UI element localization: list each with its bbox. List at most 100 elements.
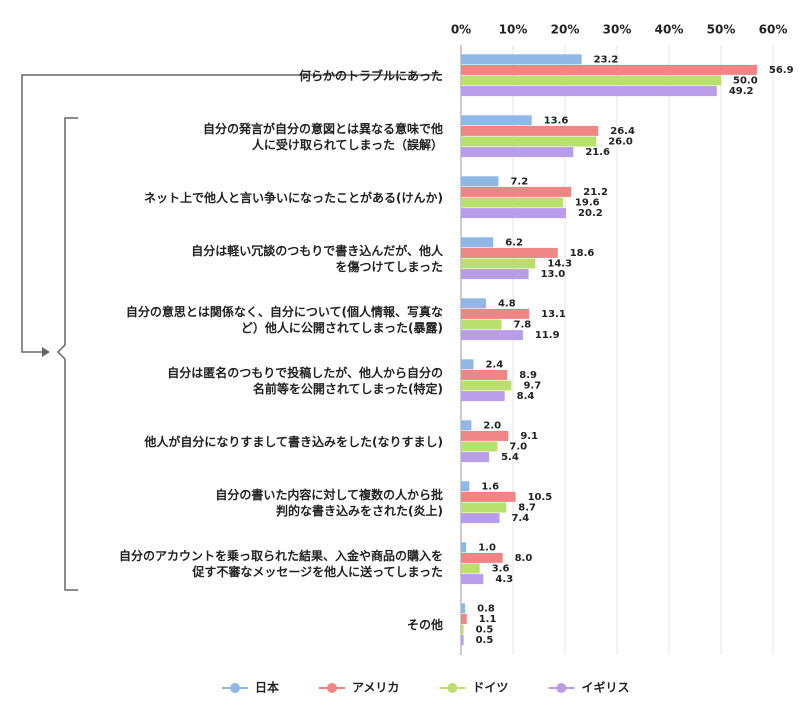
arrow-head: [42, 347, 50, 357]
value-label: 13.1: [541, 309, 566, 320]
legend-marker: [447, 683, 458, 693]
value-label: 26.0: [608, 137, 633, 148]
bar: [461, 603, 466, 614]
value-label: 9.7: [523, 381, 541, 392]
category-label: 自分の意思とは関係なく、自分について(個人情報、写真な ど）他人に公開されてしま…: [125, 304, 443, 335]
value-label: 1.0: [478, 542, 496, 553]
legend-label: アメリカ: [352, 681, 399, 695]
bar: [461, 197, 563, 208]
value-label: 5.4: [501, 452, 519, 463]
x-tick-label: 50%: [707, 23, 736, 37]
category-label: 自分の発言が自分の意図とは異なる意味で他 人に受け取られてしまった（誤解）: [202, 121, 443, 152]
value-label: 1.6: [481, 481, 499, 492]
bar: [461, 64, 757, 75]
value-label: 8.7: [518, 503, 536, 514]
category-label: その他: [406, 617, 443, 632]
value-label: 8.0: [515, 553, 533, 564]
value-label: 4.8: [498, 298, 516, 309]
bar: [461, 502, 507, 513]
value-label: 8.9: [519, 370, 537, 381]
bar: [461, 513, 500, 524]
bar: [461, 176, 499, 187]
value-label: 11.9: [535, 330, 560, 341]
bar: [461, 563, 480, 574]
bar: [461, 491, 516, 502]
value-label: 4.3: [495, 574, 513, 585]
x-tick-label: 20%: [551, 23, 580, 37]
bar: [461, 542, 467, 553]
bar: [461, 452, 490, 463]
value-label: 10.5: [528, 492, 553, 503]
value-label: 9.1: [520, 431, 538, 442]
value-label: 26.4: [610, 126, 635, 137]
bar: [461, 635, 464, 646]
legend-marker: [230, 683, 240, 693]
category-label: 自分は匿名のつもりで投稿したが、他人から自分の 名前等を公開されてしまった(特定…: [167, 365, 443, 396]
value-label: 2.0: [483, 420, 501, 431]
category-label: ネット上で他人と言い争いになったことがある(けんか): [144, 190, 443, 205]
bar: [461, 247, 558, 258]
bar: [461, 147, 574, 158]
bar: [461, 574, 484, 585]
value-label: 7.2: [510, 176, 528, 187]
legend-marker: [327, 683, 338, 693]
bar: [461, 269, 529, 280]
arrow-line: [21, 74, 440, 353]
x-tick-label: 60%: [759, 23, 788, 37]
value-label: 50.0: [733, 76, 758, 87]
x-tick-label: 0%: [451, 23, 471, 37]
category-label: 自分の書いた内容に対して複数の人から批 判的な書き込みをされた(炎上): [215, 487, 443, 518]
bar: [461, 420, 472, 431]
value-label: 56.9: [769, 65, 794, 76]
value-label: 0.8: [477, 603, 495, 614]
bar: [461, 258, 536, 269]
value-label: 7.0: [509, 442, 527, 453]
value-label: 21.6: [585, 147, 610, 158]
bar: [461, 319, 502, 330]
value-label: 21.2: [583, 187, 608, 198]
value-label: 18.6: [570, 248, 595, 259]
bar: [461, 75, 721, 86]
category-label: 自分は軽い冗談のつもりで書き込んだが、他人 を傷つけてしまった: [191, 243, 443, 274]
category-label: 他人が自分になりすまして書き込みをした(なりすまし): [144, 434, 443, 449]
value-label: 2.4: [485, 359, 503, 370]
value-label: 23.2: [594, 54, 619, 65]
bar: [461, 369, 508, 380]
value-label: 13.0: [541, 269, 566, 280]
bar: [461, 308, 530, 319]
bar: [461, 430, 509, 441]
bar: [461, 380, 512, 391]
bar: [461, 208, 567, 219]
value-label: 7.4: [511, 513, 529, 524]
bar: [461, 186, 572, 197]
value-label: 3.6: [492, 564, 510, 575]
bar: [461, 298, 486, 309]
x-tick-label: 40%: [655, 23, 684, 37]
bracket: [56, 117, 78, 591]
x-tick-label: 30%: [603, 23, 632, 37]
value-label: 13.6: [544, 115, 569, 126]
legend-label: ドイツ: [472, 681, 508, 695]
bar: [461, 552, 503, 563]
bar: [461, 86, 717, 97]
value-label: 19.6: [575, 198, 600, 209]
bar: [461, 613, 467, 624]
value-label: 20.2: [578, 208, 603, 219]
bar: [461, 391, 505, 402]
value-label: 7.8: [514, 320, 532, 331]
value-label: 14.3: [547, 259, 572, 270]
bar: [461, 359, 474, 370]
bar: [461, 136, 597, 147]
value-label: 6.2: [505, 237, 523, 248]
value-label: 0.5: [476, 635, 494, 646]
bar: [461, 237, 494, 248]
bar: [461, 330, 523, 341]
category-label: 自分のアカウントを乗っ取られた結果、入金や商品の購入を 促す不審なメッセージを他…: [118, 548, 443, 579]
legend-label: イギリス: [581, 680, 629, 695]
value-label: 8.4: [517, 391, 535, 402]
bar: [461, 624, 464, 635]
category-label: 何らかのトラブルにあった: [298, 68, 443, 83]
bar: [461, 125, 599, 136]
bar: [461, 481, 470, 492]
